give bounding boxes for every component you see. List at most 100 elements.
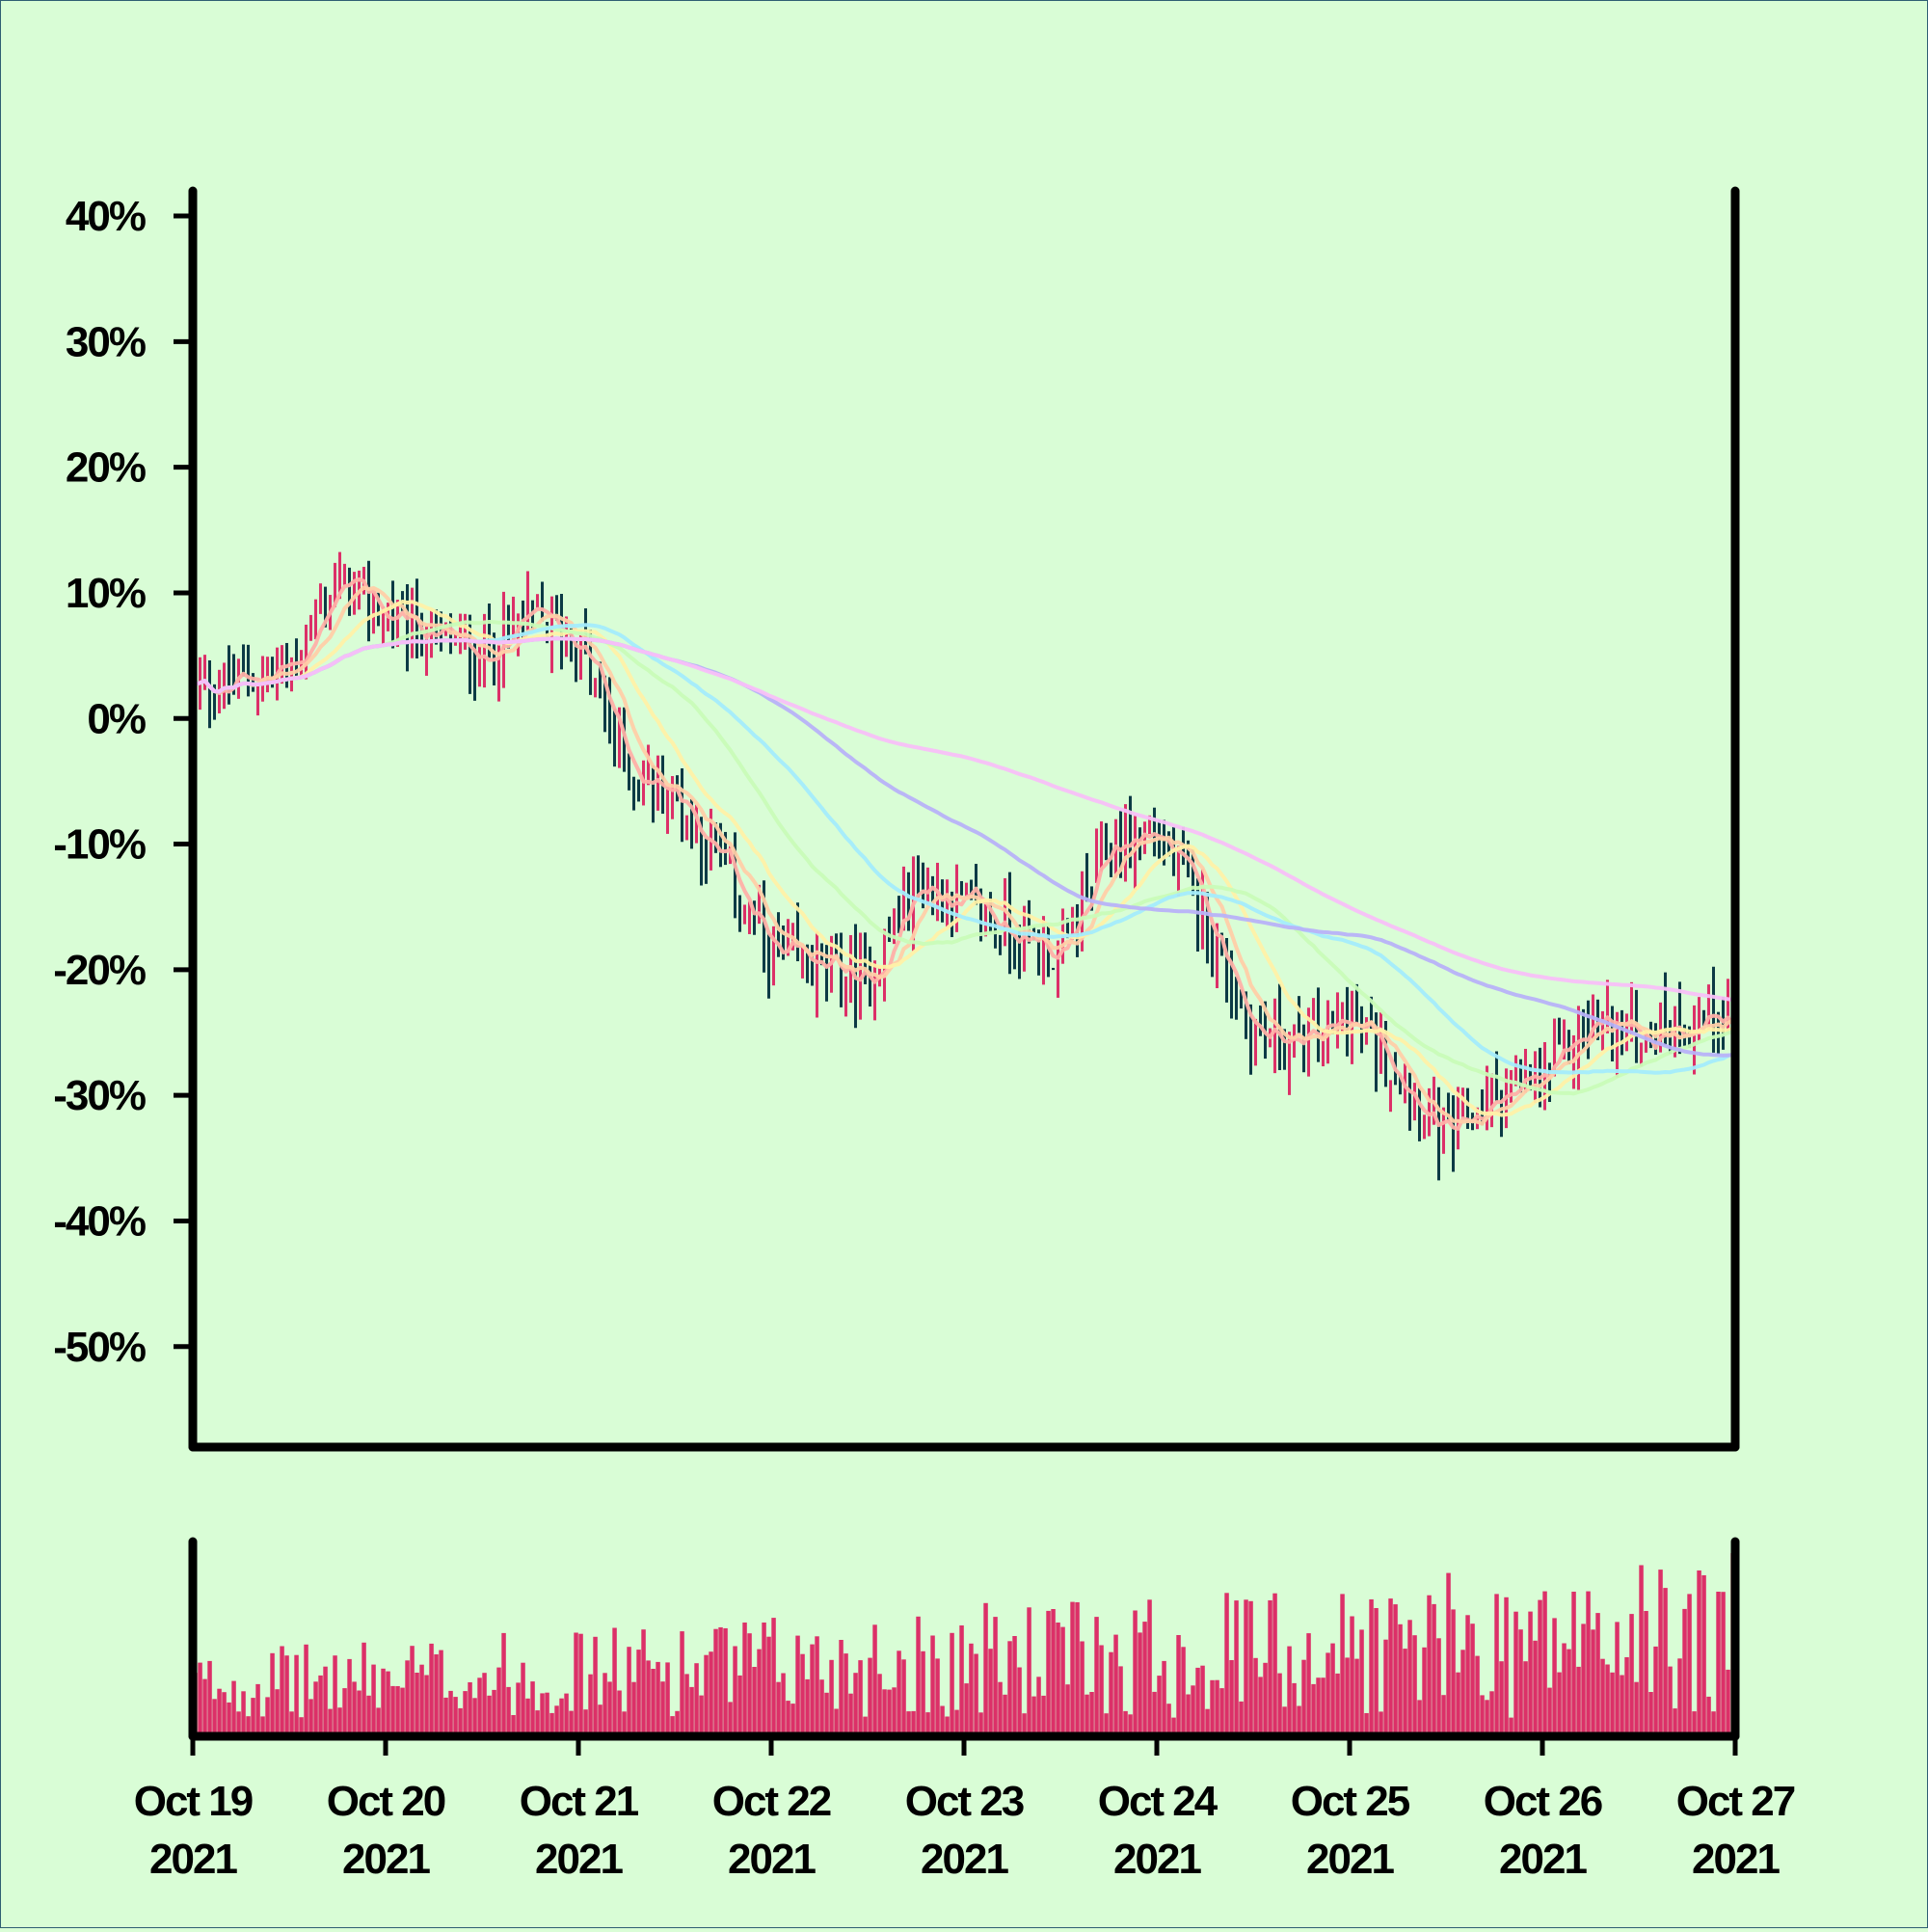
- volume-bar: [1128, 1714, 1133, 1736]
- volume-bar: [993, 1617, 998, 1736]
- volume-bar: [405, 1660, 410, 1736]
- volume-bar: [1663, 1588, 1668, 1736]
- volume-bar: [1301, 1659, 1306, 1736]
- volume-bar: [694, 1663, 699, 1736]
- volume-bar: [844, 1653, 848, 1736]
- volume-bar: [516, 1682, 521, 1736]
- x-tick-label-year: 2021: [921, 1836, 1008, 1883]
- volume-bar: [308, 1699, 313, 1736]
- volume-bar: [1335, 1673, 1340, 1736]
- volume-bar: [1027, 1607, 1031, 1736]
- volume-bar: [1340, 1594, 1345, 1736]
- volume-bar: [935, 1658, 940, 1736]
- volume-bar: [834, 1708, 839, 1736]
- volume-bar: [1007, 1641, 1012, 1736]
- volume-bar: [487, 1695, 492, 1736]
- volume-bar: [415, 1673, 419, 1736]
- ohlc-bars-group: [194, 551, 1734, 1181]
- volume-bar: [1041, 1695, 1046, 1736]
- volume-bar: [1383, 1639, 1388, 1736]
- volume-bar: [424, 1675, 429, 1736]
- y-tick-label: -50%: [53, 1324, 146, 1371]
- volume-bar: [1706, 1696, 1711, 1736]
- volume-bar: [1485, 1700, 1489, 1736]
- volume-bar: [1489, 1691, 1494, 1736]
- volume-bar: [1109, 1651, 1113, 1736]
- volume-bar: [468, 1682, 472, 1736]
- volume-bar: [1022, 1713, 1027, 1736]
- x-tick-label-date: Oct 25: [1291, 1778, 1410, 1825]
- volume-bar: [227, 1702, 231, 1736]
- volume-bar: [241, 1691, 246, 1736]
- y-tick-label: 20%: [66, 444, 146, 492]
- volume-bar: [612, 1627, 617, 1736]
- volume-bar: [1003, 1694, 1007, 1736]
- moving-average-line: [195, 600, 1734, 1117]
- moving-average-line: [195, 636, 1733, 1058]
- volume-bar: [395, 1686, 400, 1736]
- x-tick-label-date: Oct 24: [1098, 1778, 1218, 1825]
- volume-bar: [1427, 1595, 1432, 1736]
- volume-bar: [1677, 1658, 1682, 1736]
- volume-bar: [1176, 1635, 1181, 1736]
- volume-bar: [1436, 1638, 1441, 1736]
- volume-bar: [1701, 1575, 1706, 1736]
- volume-bar: [1566, 1649, 1571, 1736]
- volume-bar: [318, 1675, 323, 1736]
- moving-average-line: [195, 623, 1734, 1075]
- volume-bar: [1195, 1667, 1200, 1736]
- volume-bar: [1465, 1615, 1470, 1736]
- volume-bar: [1330, 1643, 1335, 1736]
- volume-bar: [656, 1661, 660, 1736]
- volume-bar: [559, 1698, 564, 1736]
- volume-bar: [815, 1636, 819, 1736]
- x-tick-label-year: 2021: [1113, 1836, 1201, 1883]
- volume-bar: [737, 1675, 742, 1736]
- volume-bar: [1046, 1610, 1051, 1736]
- x-tick-label-date: Oct 21: [520, 1778, 639, 1825]
- volume-bar: [284, 1655, 289, 1736]
- volume-bar: [1118, 1666, 1123, 1736]
- volume-bar: [1248, 1600, 1253, 1736]
- volume-bar: [390, 1685, 395, 1736]
- volume-bar: [718, 1627, 723, 1736]
- volume-bar: [1658, 1570, 1663, 1736]
- volume-bar: [819, 1679, 824, 1736]
- volume-bar: [328, 1708, 333, 1736]
- volume-bar: [443, 1697, 448, 1736]
- volume-bar: [1359, 1629, 1364, 1736]
- volume-bar: [501, 1632, 506, 1736]
- volume-bar: [689, 1686, 694, 1736]
- volume-bar: [1060, 1626, 1065, 1736]
- volume-bar: [627, 1647, 631, 1736]
- volume-bar: [1393, 1604, 1398, 1736]
- volume-bar: [549, 1712, 554, 1736]
- volume-bar: [1441, 1695, 1446, 1736]
- volume-bar: [458, 1707, 463, 1736]
- y-axis-ticks: 40% 30% 20% 10% 0% -10% -20% -30% -40% -50%: [53, 193, 193, 1371]
- volume-bar: [988, 1649, 993, 1736]
- volume-bar: [1432, 1603, 1436, 1736]
- volume-bar: [1620, 1675, 1624, 1736]
- volume-bar: [709, 1651, 713, 1736]
- volume-bar: [853, 1673, 858, 1736]
- volume-bar: [762, 1623, 766, 1736]
- volume-bar: [482, 1673, 487, 1736]
- volume-bar: [1374, 1608, 1379, 1736]
- volume-bar: [921, 1650, 925, 1736]
- volume-bar: [660, 1681, 665, 1736]
- volume-bar: [1099, 1645, 1104, 1736]
- volume-bar: [1258, 1677, 1263, 1736]
- volume-bar: [564, 1693, 569, 1736]
- volume-bar: [1012, 1636, 1017, 1736]
- volume-bar: [1538, 1599, 1542, 1736]
- volume-bar: [1253, 1657, 1258, 1736]
- volume-bar: [289, 1711, 294, 1736]
- x-tick-label-date: Oct 23: [905, 1778, 1024, 1825]
- volume-bar: [1166, 1704, 1171, 1736]
- volume-bar: [1648, 1692, 1653, 1736]
- volume-bar: [1634, 1681, 1639, 1736]
- volume-bar: [1311, 1683, 1316, 1736]
- volume-bar: [255, 1683, 260, 1736]
